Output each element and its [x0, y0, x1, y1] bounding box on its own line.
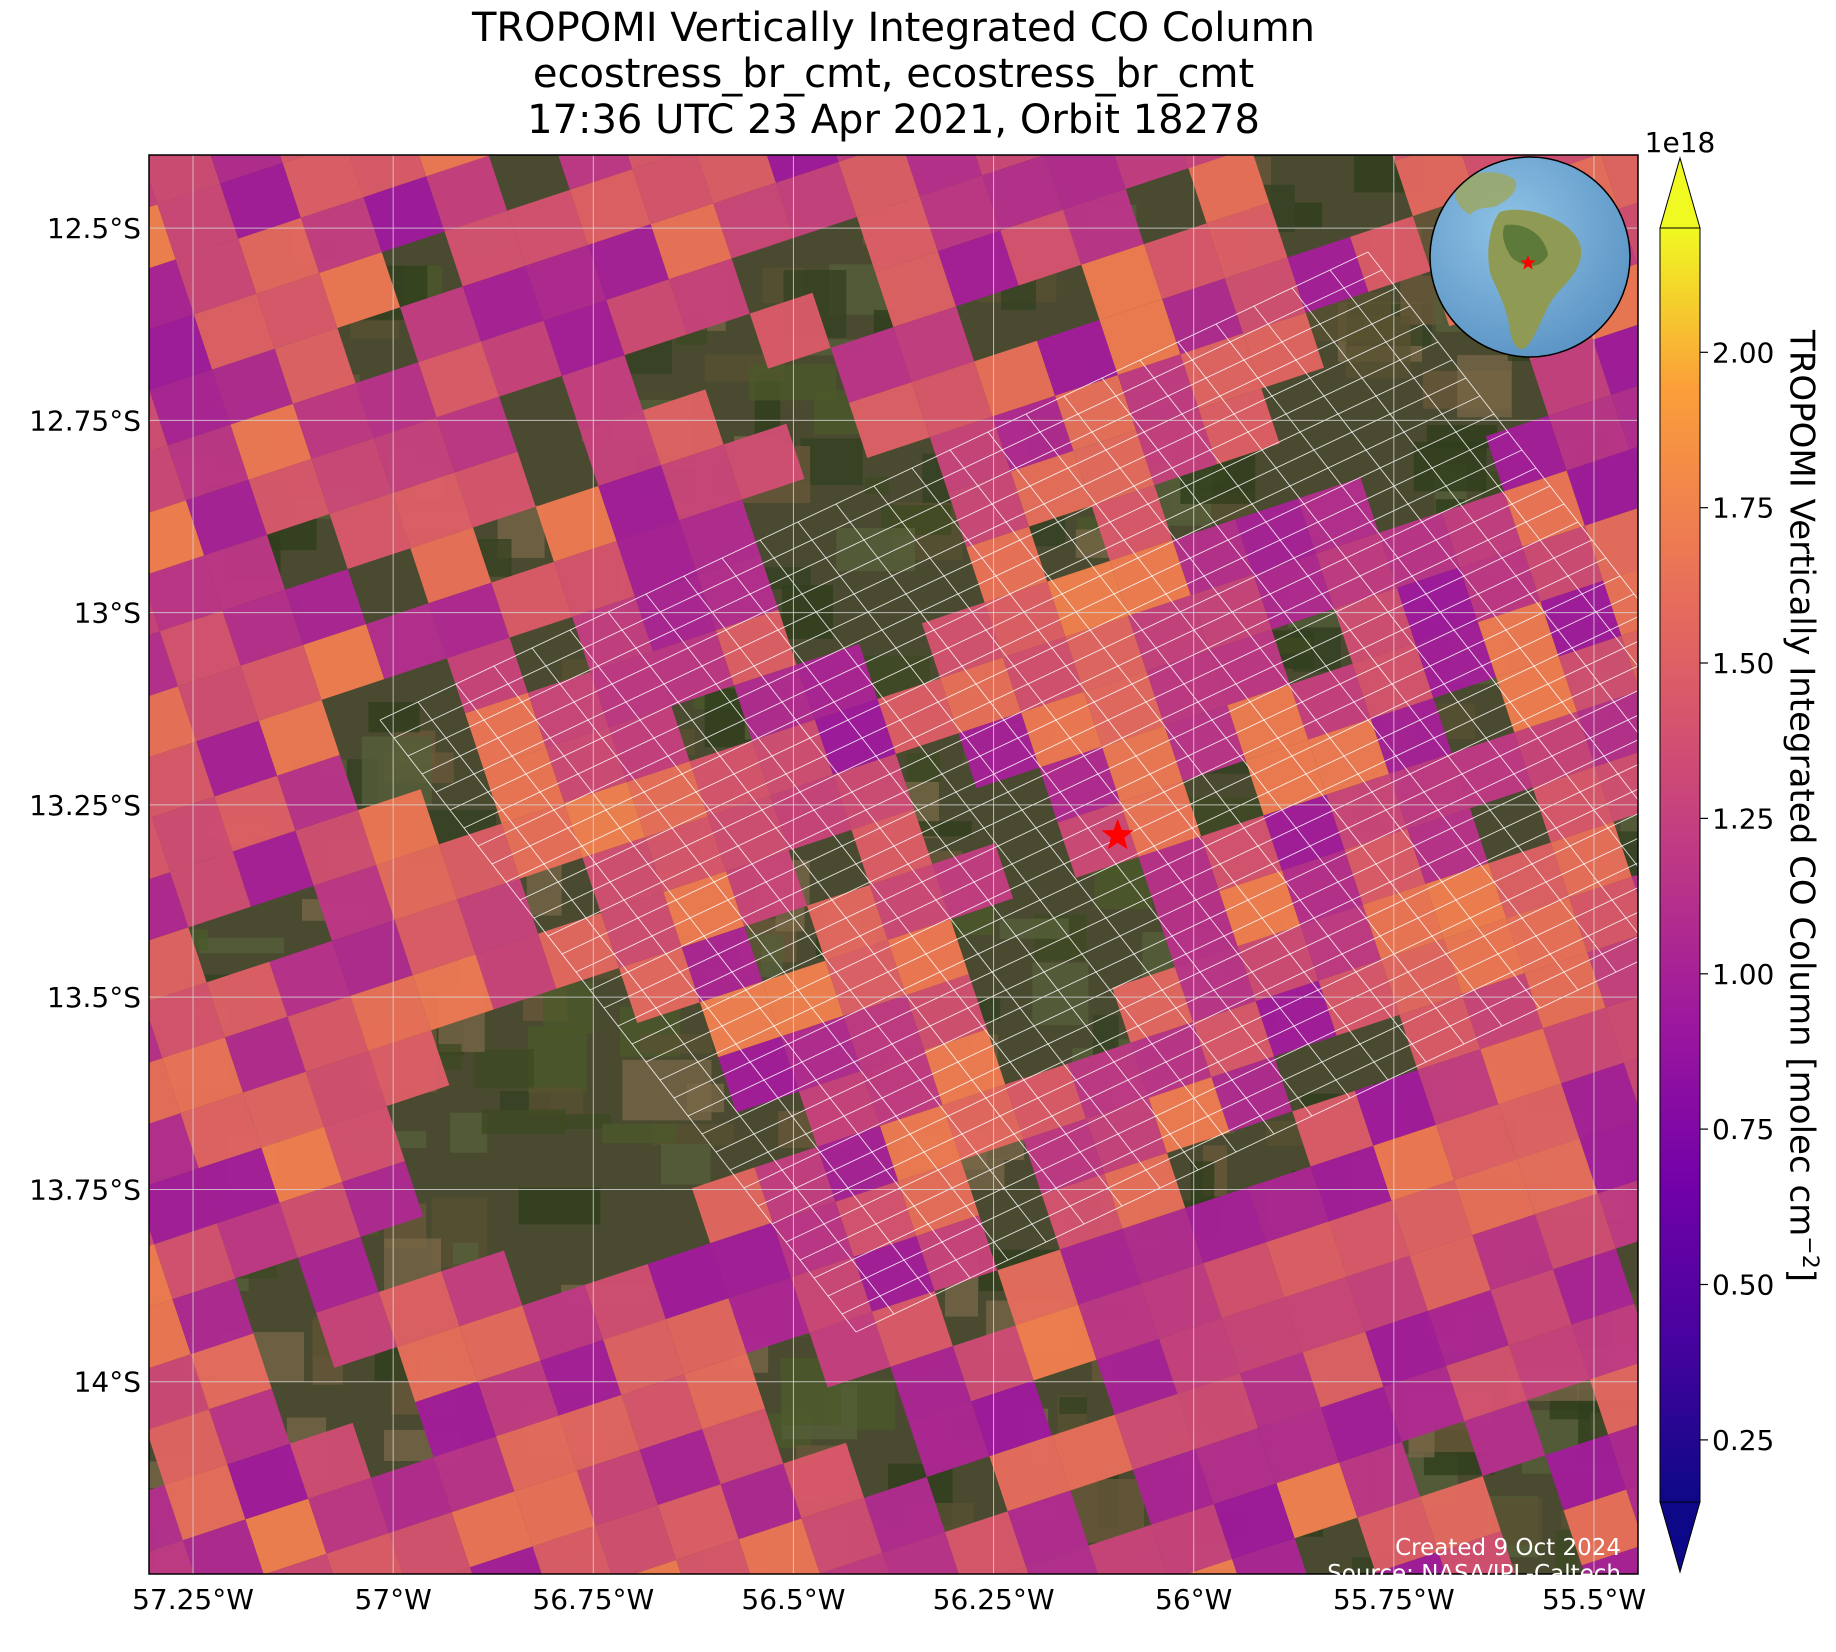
colorbar-extend-max	[1659, 156, 1701, 229]
lat-tick-label: 12.5°S	[47, 212, 141, 245]
lat-tick-label: 12.75°S	[29, 404, 141, 437]
colorbar-tick-label: 1.75	[1712, 492, 1774, 525]
inset-globe	[1429, 156, 1631, 358]
star-icon	[1520, 255, 1536, 270]
lat-tick-label: 14°S	[74, 1366, 141, 1399]
ecostress-footprint-grid	[379, 251, 1638, 1333]
colorbar-gradient	[1660, 228, 1700, 1502]
lat-tick-label: 13°S	[74, 597, 141, 630]
colorbar-tick-label: 1.50	[1712, 647, 1774, 680]
title-line-2: ecostress_br_cmt, ecostress_br_cmt	[532, 51, 1255, 97]
axis-ticks: 57.25°W 57°W 56.75°W 56.5°W 56.25°W 56°W 55.75…	[29, 212, 1646, 1616]
graticule	[149, 155, 1638, 1574]
lon-tick-label: 55.5°W	[1542, 1583, 1646, 1616]
credit-source: Source: NASA/JPL-Caltech	[1327, 1561, 1621, 1587]
colorbar: 0.25 0.50 0.75 1.00 1.25 1.50 1.75 2.00 1e18	[1645, 126, 1774, 1574]
colorbar-tick-label: 0.50	[1712, 1269, 1774, 1302]
colorbar-tick-label: 1.00	[1712, 958, 1774, 991]
lon-tick-label: 56°W	[1155, 1583, 1232, 1616]
star-icon	[1101, 818, 1134, 850]
colorbar-label: TROPOMI Vertically Integrated CO Column …	[1781, 330, 1822, 1282]
lon-tick-label: 57.25°W	[132, 1583, 254, 1616]
colorbar-multiplier: 1e18	[1645, 126, 1716, 159]
credit-created: Created 9 Oct 2024	[1395, 1535, 1621, 1561]
map-frame	[148, 154, 1639, 1575]
title-line-1: TROPOMI Vertically Integrated CO Column	[471, 5, 1316, 51]
lon-tick-label: 56.25°W	[933, 1583, 1055, 1616]
lat-tick-label: 13.75°S	[29, 1173, 141, 1206]
lat-tick-label: 13.5°S	[47, 981, 141, 1014]
lon-tick-label: 56.5°W	[741, 1583, 845, 1616]
lon-tick-label: 55.75°W	[1333, 1583, 1455, 1616]
colorbar-tick-label: 2.00	[1712, 336, 1774, 369]
title-line-3: 17:36 UTC 23 Apr 2021, Orbit 18278	[527, 97, 1260, 143]
lat-tick-label: 13.25°S	[29, 789, 141, 822]
site-marker	[1101, 818, 1134, 850]
lon-tick-label: 56.75°W	[532, 1583, 654, 1616]
lon-tick-label: 57°W	[355, 1583, 432, 1616]
colorbar-tick-label: 1.25	[1712, 802, 1774, 835]
colorbar-tick-label: 0.25	[1712, 1424, 1774, 1457]
colorbar-tick-label: 0.75	[1712, 1113, 1774, 1146]
tropomi-pixels	[149, 155, 1638, 1574]
colorbar-extend-min	[1659, 1501, 1701, 1574]
